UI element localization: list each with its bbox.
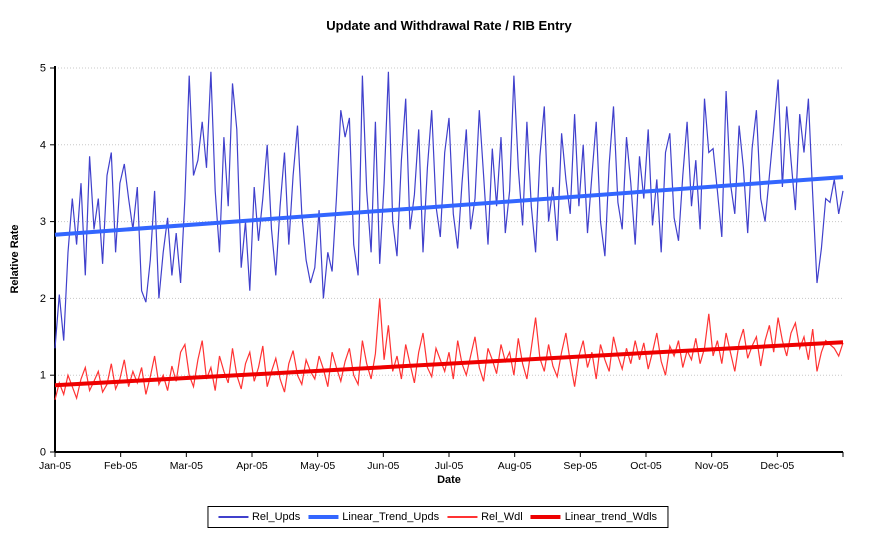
x-tick-label: Jun-05 (367, 460, 399, 472)
legend-item-rel-upds: Rel_Upds (217, 511, 301, 523)
legend-item-rel-wdl: Rel_Wdl (447, 511, 523, 523)
x-tick-label: May-05 (300, 460, 335, 472)
y-tick-label: 5 (40, 63, 46, 75)
x-tick-label: Jul-05 (435, 460, 464, 472)
legend-item-linear-trend-wdls: Linear_trend_Wdls (530, 511, 658, 523)
series-linear_trend_wdls (54, 340, 844, 388)
legend-label-rel-wdl: Rel_Wdl (481, 511, 523, 523)
rel-upds-line-swatch (217, 516, 248, 518)
series-rel_wdl (54, 298, 844, 401)
chart-title: Update and Withdrawal Rate / RIB Entry (326, 18, 572, 33)
y-tick-label: 2 (40, 293, 46, 305)
legend-label-linear-trend-upds: Linear_Trend_Upds (342, 511, 440, 523)
series-linear_trend_upds (54, 175, 844, 237)
legend-label-linear-trend-wdls: Linear_trend_Wdls (564, 511, 658, 523)
rel-wdl-line-swatch (447, 516, 478, 518)
x-axis-label: Date (437, 474, 461, 486)
x-tick-label: Aug-05 (498, 460, 532, 472)
x-tick-label: Dec-05 (760, 460, 794, 472)
x-tick-label: Feb-05 (104, 460, 137, 472)
y-tick-label: 1 (40, 370, 46, 382)
x-tick-label: Jan-05 (39, 460, 71, 472)
legend-item-linear-trend-upds: Linear_Trend_Upds (308, 511, 439, 523)
linear-trend-upds-line-swatch (308, 515, 339, 519)
linear-trend-wdls-line-swatch (530, 515, 561, 519)
x-tick-label: Mar-05 (170, 460, 203, 472)
y-tick-label: 4 (40, 139, 46, 151)
series-rel_upds (54, 71, 844, 349)
legend: Rel_Upds Linear_Trend_Upds Rel_Wdl Linea… (206, 506, 669, 528)
x-tick-label: Oct-05 (630, 460, 662, 472)
x-tick-label: Apr-05 (236, 460, 268, 472)
x-tick-label: Nov-05 (695, 460, 729, 472)
plot-area: 0 1 2 3 4 5 Jan-05 Feb-05 Mar-05 Apr-05 May-05 Jun-… (39, 63, 844, 472)
y-tick-label: 3 (40, 216, 46, 228)
legend-label-rel-upds: Rel_Upds (251, 511, 301, 523)
y-tick-label: 0 (40, 447, 46, 459)
x-tick-label: Sep-05 (563, 460, 597, 472)
